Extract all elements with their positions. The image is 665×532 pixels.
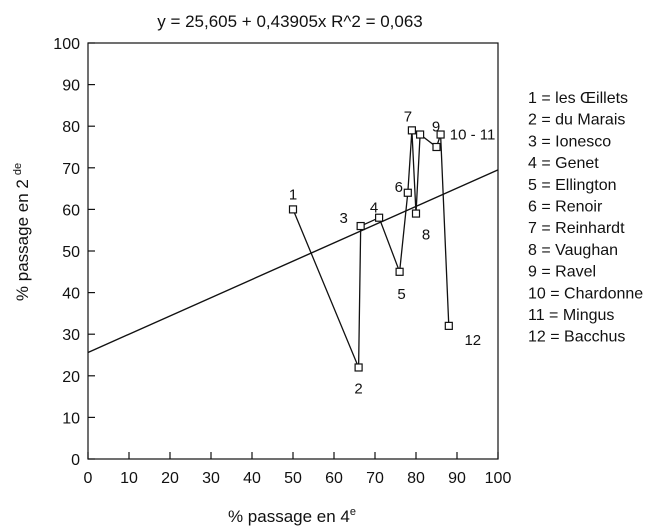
x-tick-label: 70 — [366, 470, 384, 487]
point-label: 9 — [432, 119, 440, 136]
legend-entry: 1 = les Œillets — [528, 90, 628, 107]
legend: 1 = les Œillets 2 = du Marais 3 = Ionesco 4… — [528, 90, 643, 346]
data-point-11 — [436, 130, 445, 139]
legend-entry: 10 = Chardonne — [528, 285, 643, 302]
legend-entry: 2 = du Marais — [528, 112, 625, 129]
x-tick-label: 30 — [202, 470, 220, 487]
y-tick-label: 20 — [62, 369, 80, 386]
point-label: 4 — [370, 200, 378, 217]
data-point-4 — [375, 213, 384, 222]
data-point-3 — [356, 221, 365, 231]
plot-frame — [87, 42, 499, 460]
plot-area: 0 10 20 30 40 50 60 70 80 90 100 01020304050607080… — [53, 36, 511, 487]
chart-title: y = 25,605 + 0,43905x R^2 = 0,063 — [157, 12, 423, 31]
data-point-2 — [354, 363, 363, 372]
data-point-1 — [288, 205, 298, 214]
legend-entry: 9 = Ravel — [528, 264, 596, 281]
x-tick-label: 40 — [243, 470, 261, 487]
data-point-6 — [403, 188, 412, 197]
x-tick-label: 80 — [407, 470, 425, 487]
point-label: 7 — [404, 108, 412, 125]
y-tick-label: 80 — [62, 119, 80, 136]
y-axis-label: % passage en 2 de — [12, 163, 32, 301]
legend-entry: 7 = Reinhardt — [528, 220, 625, 237]
x-tick-label: 0 — [84, 470, 93, 487]
data-point-12 — [444, 321, 453, 330]
series-connector-line — [292, 130, 450, 368]
legend-entry: 8 = Vaughan — [528, 242, 618, 259]
legend-entry: 11 = Mingus — [528, 307, 614, 324]
x-axis-label-superscript: e — [350, 506, 356, 518]
x-tick-label: 50 — [284, 470, 302, 487]
x-axis-label-text: % passage en 4 — [228, 507, 350, 526]
x-tick-label: 100 — [485, 470, 512, 487]
point-label: 8 — [422, 227, 430, 244]
y-tick-label: 40 — [62, 286, 80, 303]
data-point-9 — [416, 130, 425, 139]
x-tick-label: 60 — [325, 470, 343, 487]
legend-entry: 5 = Ellington — [528, 177, 617, 194]
legend-entry: 6 = Renoir — [528, 199, 603, 216]
x-tick-label: 10 — [120, 470, 138, 487]
y-axis-label-superscript: de — [12, 163, 24, 175]
data-series — [288, 126, 453, 372]
y-tick-label: 90 — [62, 78, 80, 95]
regression-line-path — [87, 169, 499, 354]
x-axis: 0 10 20 30 40 50 60 70 80 90 100 — [84, 452, 512, 487]
legend-entry: 3 = Ionesco — [528, 133, 611, 150]
data-point-8 — [411, 209, 421, 218]
y-tick-label: 50 — [62, 244, 80, 261]
point-label: 12 — [464, 332, 481, 349]
point-label: 2 — [354, 380, 362, 397]
y-tick-label: 30 — [62, 327, 80, 344]
data-point-7 — [407, 126, 416, 135]
y-axis-label-text: % passage en 2 — [13, 179, 32, 301]
legend-entry: 4 = Genet — [528, 155, 599, 172]
y-tick-label: 60 — [62, 202, 80, 219]
point-label: 6 — [395, 179, 403, 196]
y-tick-label: 0 — [71, 452, 80, 469]
point-label: 5 — [397, 286, 405, 303]
y-axis: 0 10 20 30 40 50 60 70 80 90 100 — [53, 36, 95, 469]
regression-line — [87, 169, 499, 354]
y-tick-label: 100 — [53, 36, 80, 53]
point-label: 1 — [289, 186, 297, 203]
data-point-5 — [395, 267, 404, 276]
x-tick-label: 90 — [448, 470, 466, 487]
point-label: 10 - 11 — [450, 127, 496, 144]
legend-entry: 12 = Bacchus — [528, 329, 625, 346]
x-axis-label: % passage en 4e — [228, 506, 356, 526]
y-tick-label: 10 — [62, 410, 80, 427]
point-label: 3 — [339, 210, 347, 227]
y-tick-label: 70 — [62, 161, 80, 178]
x-tick-label: 20 — [161, 470, 179, 487]
data-point-10 — [432, 142, 441, 152]
